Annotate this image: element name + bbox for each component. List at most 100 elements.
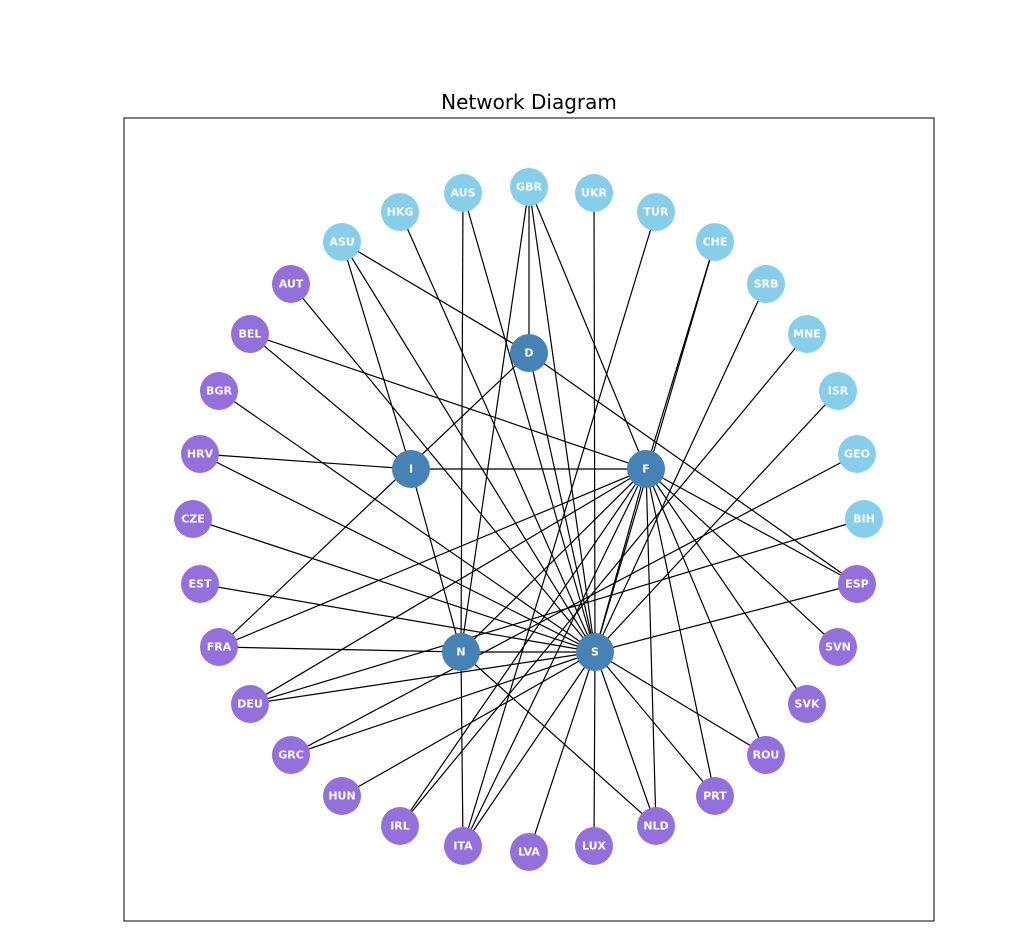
node-geo: GEO [838, 435, 876, 473]
edge-hun-s [341, 651, 596, 797]
edge-gbr-s [528, 186, 596, 653]
node-esp: ESP [838, 565, 876, 603]
edge-est-s [199, 583, 596, 653]
edge-ukr-s [593, 192, 596, 653]
node-label: TUR [644, 206, 669, 219]
edge-srb-s [594, 283, 767, 653]
node-f: F [627, 450, 665, 488]
edge-fra-n [218, 646, 462, 653]
node-label: HKG [387, 206, 414, 219]
edge-deu-f [249, 468, 647, 705]
node-label: AUT [279, 278, 304, 291]
edge-lux-s [593, 651, 596, 847]
edge-fra-f [218, 468, 647, 648]
edge-asu-i [341, 241, 412, 470]
edge-ita-f [462, 468, 647, 847]
node-svk: SVK [788, 685, 826, 723]
node-label: NLD [643, 820, 668, 833]
node-label: GBR [516, 181, 542, 194]
node-circle [272, 736, 310, 774]
edge-aut-s [290, 283, 596, 653]
node-i: I [392, 450, 430, 488]
node-deu: DEU [231, 685, 269, 723]
node-label: EST [189, 578, 212, 591]
node-cze: CZE [174, 500, 212, 538]
node-lux: LUX [575, 827, 613, 865]
node-label: F [642, 463, 650, 476]
edge-grc-s [290, 651, 596, 756]
node-d: D [510, 334, 548, 372]
edge-svk-f [645, 468, 808, 705]
node-label: GRC [278, 749, 304, 762]
edge-nld-n [460, 651, 657, 827]
node-label: ISR [828, 385, 849, 398]
edge-esp-s [594, 583, 858, 653]
node-label: ROU [753, 749, 780, 762]
edge-deu-s [249, 651, 596, 705]
node-svn: SVN [819, 628, 857, 666]
node-bih: BIH [845, 500, 883, 538]
node-circle [838, 565, 876, 603]
node-label: ASU [329, 236, 354, 249]
node-label: BEL [239, 328, 262, 341]
node-label: S [591, 646, 599, 659]
edges-layer [192, 186, 865, 853]
edge-bel-i [249, 333, 412, 470]
edge-lva-s [528, 651, 596, 853]
edge-hrv-i [199, 453, 412, 470]
edge-esp-d [528, 352, 858, 585]
edge-nld-s [594, 651, 657, 827]
node-ukr: UKR [575, 174, 613, 212]
node-prt: PRT [696, 777, 734, 815]
node-asu: ASU [323, 223, 361, 261]
edge-prt-f [645, 468, 716, 797]
node-circle [272, 265, 310, 303]
node-est: EST [181, 565, 219, 603]
nodes-layer: D I F N S GBR UKR TUR CHE SRB MNE ISR GEO BIH ASU HKG AU… [174, 168, 883, 871]
node-nld: NLD [637, 807, 675, 845]
node-label: FRA [207, 641, 232, 654]
node-irl: IRL [381, 807, 419, 845]
node-circle [788, 315, 826, 353]
edge-i-n [410, 468, 462, 653]
node-circle [200, 628, 238, 666]
node-label: BGR [206, 385, 232, 398]
edge-hkg-s [399, 211, 596, 653]
node-circle [381, 807, 419, 845]
node-circle [181, 435, 219, 473]
node-circle [819, 372, 857, 410]
plot-frame [123, 117, 935, 922]
edge-svn-f [645, 468, 839, 648]
edge-irl-f [399, 468, 647, 827]
node-label: SVN [825, 641, 851, 654]
edge-rou-f [645, 468, 767, 756]
node-ita: ITA [444, 827, 482, 865]
node-circle [174, 500, 212, 538]
node-mne: MNE [788, 315, 826, 353]
node-gbr: GBR [510, 168, 548, 206]
node-hrv: HRV [181, 435, 219, 473]
node-label: I [409, 463, 413, 476]
edge-bgr-s [218, 390, 596, 653]
node-label: SVK [795, 698, 820, 711]
node-circle [323, 777, 361, 815]
node-isr: ISR [819, 372, 857, 410]
node-label: GEO [844, 448, 870, 461]
node-circle [181, 565, 219, 603]
node-circle [575, 174, 613, 212]
node-label: LUX [582, 840, 607, 853]
edge-hrv-s [199, 453, 596, 653]
node-circle [637, 193, 675, 231]
edge-f-s [594, 468, 647, 653]
node-circle [392, 450, 430, 488]
edge-bih-deu [249, 518, 865, 705]
edge-bel-f [249, 333, 647, 470]
node-circle [381, 193, 419, 231]
node-circle [510, 334, 548, 372]
edge-fra-d [218, 352, 530, 648]
node-label: MNE [793, 328, 821, 341]
edge-isr-s [594, 390, 839, 653]
node-circle [444, 827, 482, 865]
node-label: ITA [453, 840, 473, 853]
